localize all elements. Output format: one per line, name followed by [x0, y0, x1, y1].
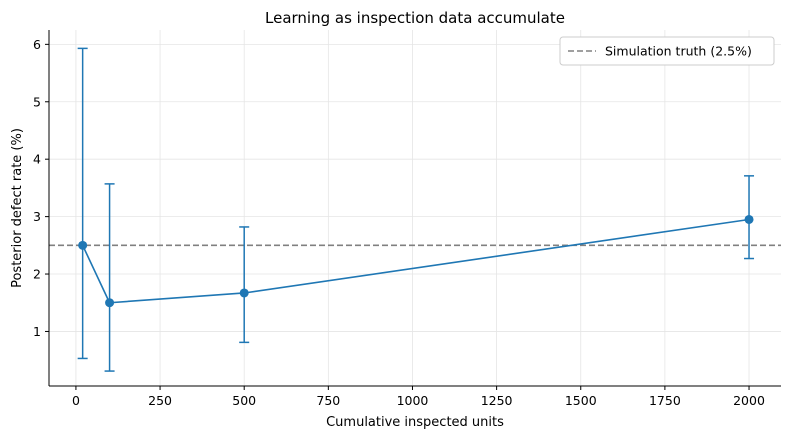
x-tick-label: 1750: [649, 393, 681, 408]
x-tick-label: 1000: [397, 393, 429, 408]
y-tick-label: 5: [33, 94, 41, 109]
y-tick-label: 3: [33, 209, 41, 224]
x-tick-label: 2000: [733, 393, 765, 408]
x-tick-label: 250: [148, 393, 172, 408]
x-tick-label: 1250: [481, 393, 513, 408]
series-group: [77, 47, 755, 372]
x-tick-label: 750: [316, 393, 340, 408]
data-point: [105, 298, 115, 308]
axes: [45, 30, 781, 390]
data-point: [78, 240, 88, 250]
grid: [49, 30, 781, 386]
data-point: [744, 214, 754, 224]
legend-box: [559, 36, 775, 66]
series-line: [81, 218, 750, 304]
x-axis-label: Cumulative inspected units: [326, 415, 504, 430]
x-tick-label: 0: [72, 393, 80, 408]
x-tick-label: 1500: [565, 393, 597, 408]
legend-label-reference: Simulation truth (2.5%): [605, 44, 752, 59]
legend: Simulation truth (2.5%): [559, 36, 775, 66]
tick-labels: 0 250 500 750 1000 1250 1500 1750 2000 1 2 3 4 5 6: [33, 37, 765, 408]
y-tick-label: 4: [33, 152, 41, 167]
x-tick-label: 500: [232, 393, 256, 408]
chart-title: Learning as inspection data accumulate: [265, 9, 565, 27]
y-tick-label: 2: [33, 267, 41, 282]
y-tick-label: 6: [33, 37, 41, 52]
data-point: [239, 288, 249, 298]
y-axis-label: Posterior defect rate (%): [10, 128, 25, 288]
y-tick-label: 1: [33, 324, 41, 339]
